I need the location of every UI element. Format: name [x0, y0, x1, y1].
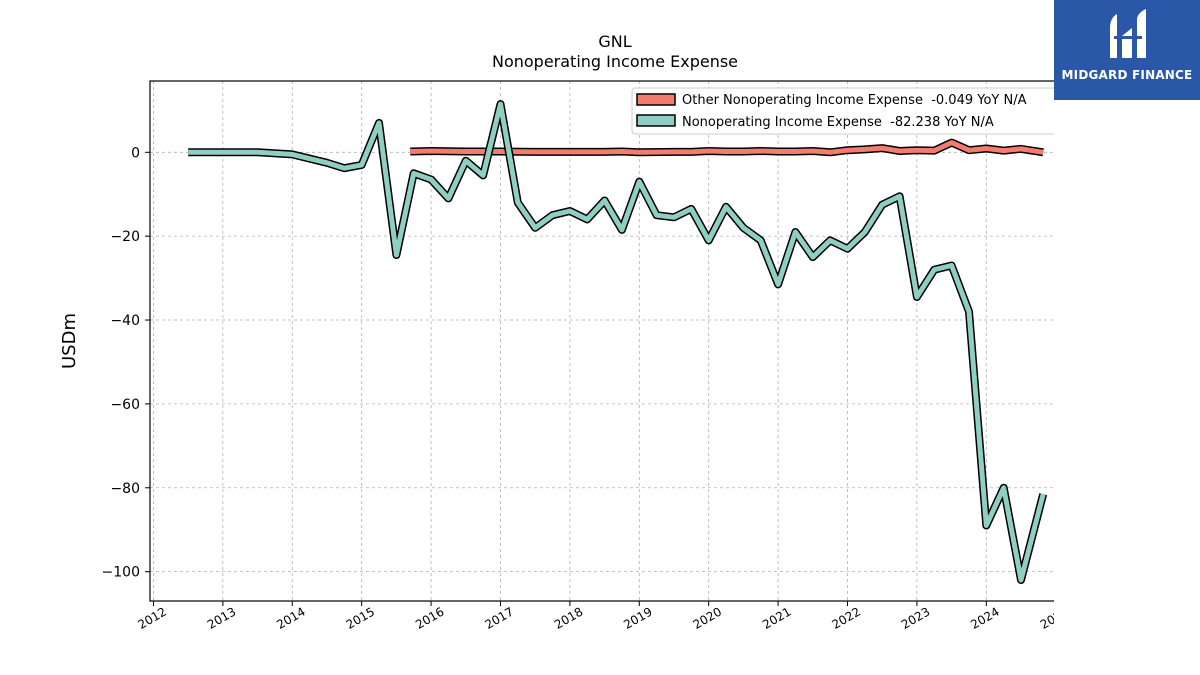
x-tick-label: 2019: [621, 605, 654, 632]
logo-text: MIDGARD FINANCE: [1061, 68, 1193, 82]
x-tick-label: 2014: [274, 605, 307, 632]
x-tick-label: 2020: [691, 605, 724, 632]
y-tick-label: −40: [110, 313, 140, 329]
grid-lines: [150, 81, 1054, 601]
series-outline-nonoperating: [188, 100, 1048, 584]
x-tick-label: 2021: [760, 605, 793, 632]
legend-swatch-other-nonoperating: [636, 93, 676, 106]
series-line-other-nonoperating: [410, 140, 1044, 155]
legend-label-other-nonoperating: Other Nonoperating Income Expense -0.049…: [682, 93, 1027, 108]
legend-label-nonoperating: Nonoperating Income Expense -82.238 YoY …: [682, 115, 994, 130]
x-tick-label: 2015: [344, 605, 377, 632]
logo-mark-icon: [1110, 9, 1146, 58]
chart-title: GNL: [598, 32, 631, 51]
midgard-finance-logo: MIDGARD FINANCE: [1054, 0, 1200, 100]
legend-box: [631, 87, 1054, 135]
x-tick-label: 2016: [413, 605, 446, 632]
x-tick-label: 2023: [899, 605, 932, 632]
y-tick-label: 0: [131, 145, 140, 161]
x-tick-label: 2018: [552, 605, 585, 632]
y-tick-label: −60: [110, 397, 140, 413]
x-tick-label: 2022: [830, 605, 863, 632]
series-layer: [188, 100, 1048, 584]
x-tick-label: 2024: [968, 605, 1001, 632]
legend-swatch-nonoperating: [636, 114, 676, 127]
x-tick-label: 2012: [135, 605, 168, 632]
x-tick-label: 2013: [205, 605, 238, 632]
x-tick-label: 2025: [1038, 605, 1054, 632]
x-tick-label: 2017: [482, 605, 515, 632]
y-tick-label: −20: [110, 229, 140, 245]
plot-frame: [149, 80, 1054, 602]
legend: Other Nonoperating Income Expense -0.049…: [631, 87, 1054, 135]
y-tick-label: −100: [102, 565, 140, 581]
y-tick-label: −80: [110, 481, 140, 497]
line-chart: GNL Nonoperating Income Expense USDm 201…: [59, 32, 1054, 632]
y-axis-label: USDm: [59, 313, 80, 369]
chart-subtitle: Nonoperating Income Expense: [492, 52, 738, 71]
series-line-nonoperating: [188, 101, 1046, 583]
